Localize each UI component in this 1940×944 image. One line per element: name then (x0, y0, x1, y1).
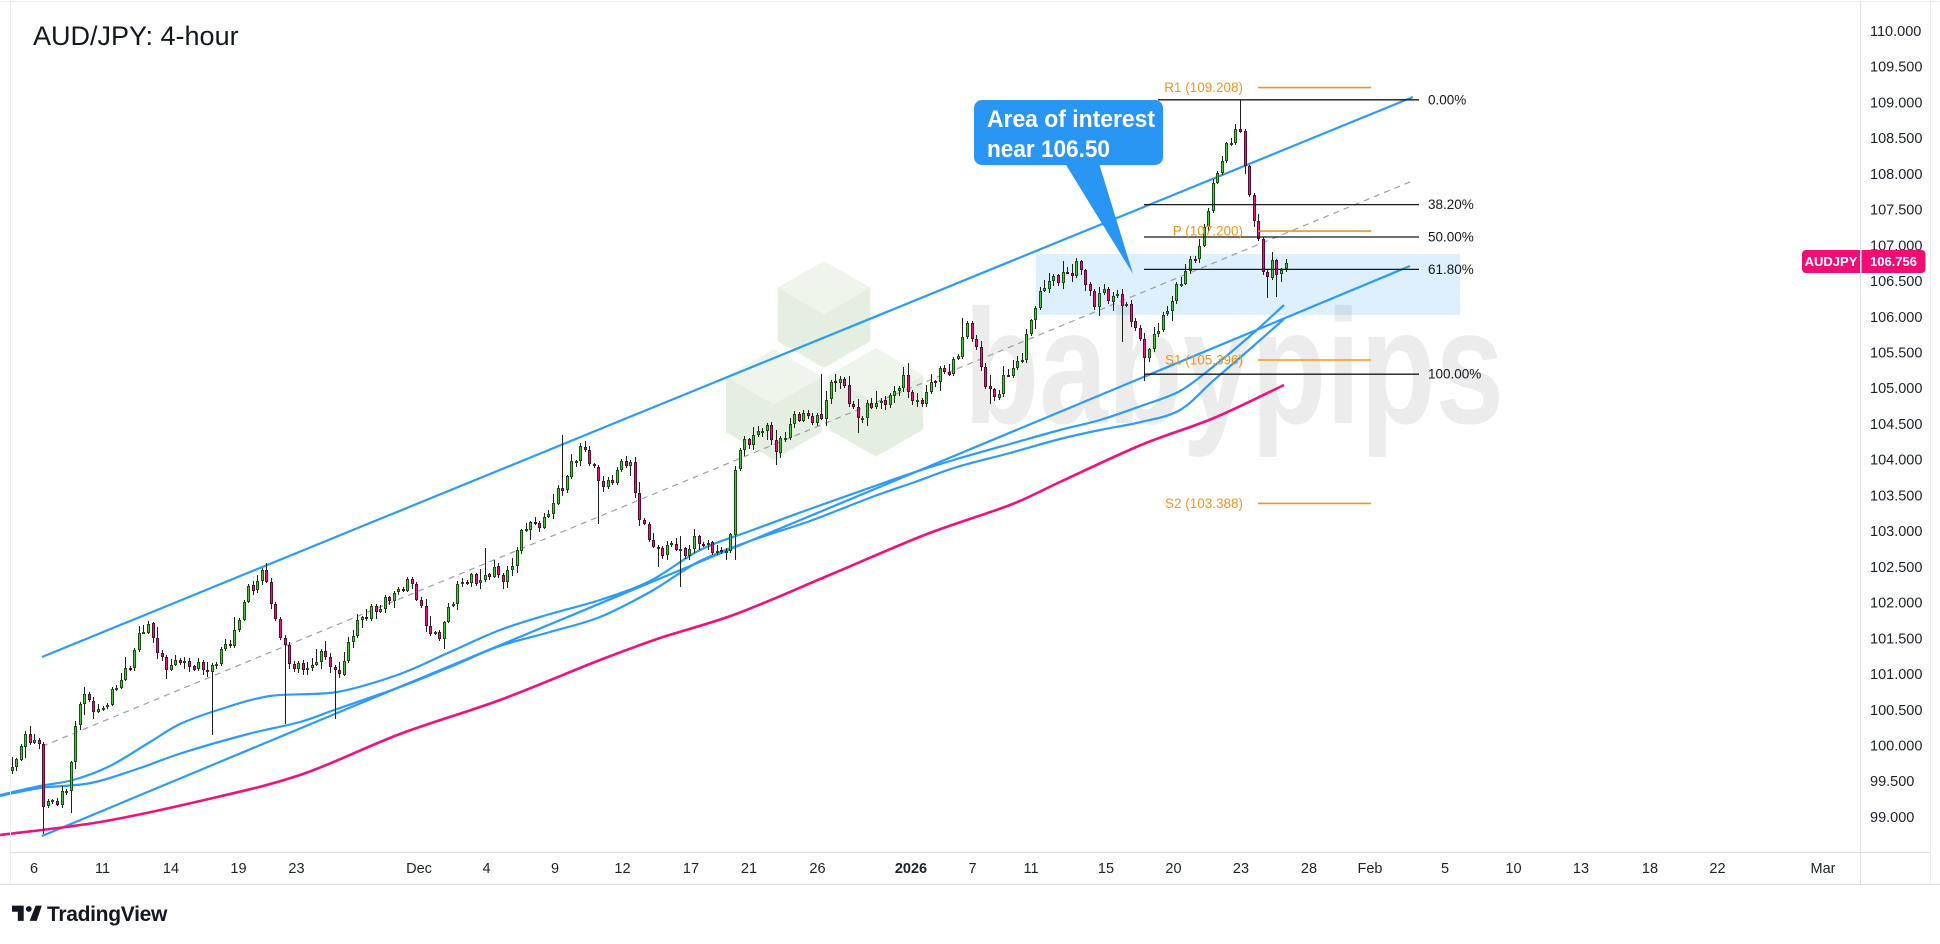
svg-text:50.00%: 50.00% (1428, 230, 1474, 245)
svg-text:99.000: 99.000 (1870, 810, 1914, 826)
svg-text:19: 19 (230, 861, 246, 877)
svg-text:11: 11 (1023, 861, 1038, 877)
svg-text:108.500: 108.500 (1870, 131, 1922, 147)
svg-text:26: 26 (809, 861, 825, 877)
svg-text:15: 15 (1098, 861, 1114, 877)
svg-text:101.000: 101.000 (1870, 667, 1922, 683)
svg-text:babypips: babypips (964, 275, 1504, 458)
svg-text:21: 21 (741, 861, 757, 877)
svg-text:100.000: 100.000 (1870, 739, 1922, 755)
svg-text:105.000: 105.000 (1870, 381, 1922, 397)
svg-text:110.000: 110.000 (1870, 24, 1921, 40)
svg-text:Dec: Dec (406, 861, 432, 877)
svg-text:22: 22 (1709, 861, 1725, 877)
svg-text:102.500: 102.500 (1870, 560, 1922, 576)
svg-text:100.00%: 100.00% (1428, 367, 1481, 382)
svg-text:2026: 2026 (895, 861, 927, 877)
svg-text:5: 5 (1441, 861, 1449, 877)
svg-text:TradingView: TradingView (47, 903, 168, 926)
svg-text:AUD/JPY: 4-hour: AUD/JPY: 4-hour (33, 21, 239, 51)
svg-text:6: 6 (30, 861, 38, 877)
svg-text:Feb: Feb (1358, 861, 1383, 877)
svg-text:12: 12 (614, 861, 630, 877)
svg-text:Area of interest: Area of interest (987, 106, 1155, 133)
svg-text:11: 11 (95, 861, 110, 877)
svg-text:S2 (103.388): S2 (103.388) (1165, 496, 1243, 511)
svg-text:10: 10 (1505, 861, 1521, 877)
svg-text:AUDJPY: AUDJPY (1805, 254, 1858, 269)
svg-text:103.000: 103.000 (1870, 524, 1922, 540)
svg-text:9: 9 (551, 861, 559, 877)
svg-text:20: 20 (1165, 861, 1181, 877)
svg-text:106.756: 106.756 (1870, 254, 1917, 269)
svg-text:near 106.50: near 106.50 (987, 136, 1110, 163)
svg-text:99.500: 99.500 (1870, 774, 1914, 790)
svg-text:108.000: 108.000 (1870, 167, 1922, 183)
svg-text:38.20%: 38.20% (1428, 197, 1474, 212)
svg-text:23: 23 (1233, 861, 1249, 877)
svg-text:S1 (105.396): S1 (105.396) (1165, 353, 1243, 368)
svg-text:107.500: 107.500 (1870, 203, 1922, 219)
svg-text:28: 28 (1301, 861, 1317, 877)
svg-text:100.500: 100.500 (1870, 703, 1922, 719)
svg-text:23: 23 (288, 861, 304, 877)
svg-text:7: 7 (968, 861, 976, 877)
svg-text:101.500: 101.500 (1870, 631, 1922, 647)
svg-text:13: 13 (1573, 861, 1589, 877)
svg-text:106.000: 106.000 (1870, 310, 1922, 326)
svg-text:P (107.200): P (107.200) (1173, 224, 1243, 239)
svg-text:18: 18 (1642, 861, 1658, 877)
svg-text:17: 17 (683, 861, 699, 877)
svg-text:109.000: 109.000 (1870, 96, 1922, 112)
svg-text:Mar: Mar (1811, 861, 1836, 877)
svg-text:104.000: 104.000 (1870, 453, 1922, 469)
svg-text:61.80%: 61.80% (1428, 262, 1474, 277)
svg-text:0.00%: 0.00% (1428, 92, 1466, 107)
svg-text:14: 14 (163, 861, 179, 877)
svg-text:109.500: 109.500 (1870, 60, 1922, 76)
svg-text:104.500: 104.500 (1870, 417, 1922, 433)
svg-text:103.500: 103.500 (1870, 488, 1922, 504)
svg-text:105.500: 105.500 (1870, 346, 1922, 362)
svg-text:106.500: 106.500 (1870, 274, 1922, 290)
svg-text:4: 4 (482, 861, 490, 877)
svg-text:102.000: 102.000 (1870, 596, 1922, 612)
svg-text:R1 (109.208): R1 (109.208) (1164, 80, 1243, 95)
